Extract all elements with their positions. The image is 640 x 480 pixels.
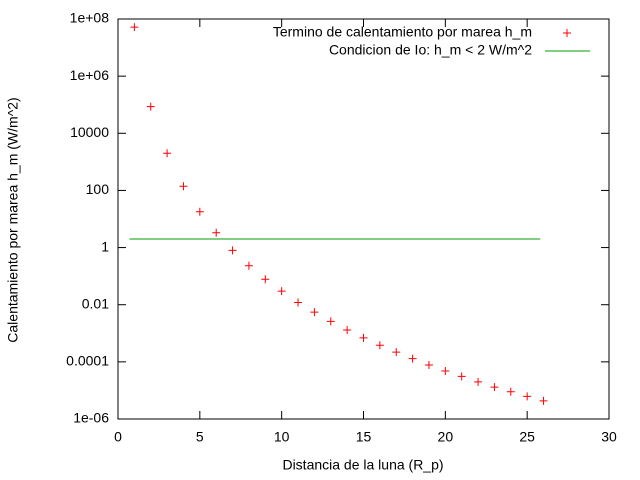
point [277, 287, 286, 296]
y-tick-label: 1 [101, 238, 109, 254]
point [163, 149, 172, 158]
point [261, 275, 270, 284]
point [146, 102, 155, 111]
y-axis-label: Calentamiento por marea h_m (W/m^2) [5, 97, 21, 342]
legend-label: Condicion de Io: h_m < 2 W/m^2 [329, 42, 532, 58]
x-axis-label: Distancia de la luna (R_p) [282, 457, 443, 473]
point [375, 341, 384, 350]
x-tick-label: 25 [519, 429, 535, 445]
y-tick-label: 100 [86, 181, 110, 197]
point [343, 326, 352, 335]
x-tick-label: 10 [274, 429, 290, 445]
point [506, 387, 515, 396]
point [130, 23, 139, 32]
point [310, 308, 319, 317]
x-tick-label: 5 [196, 429, 204, 445]
point [244, 261, 253, 270]
x-tick-label: 15 [356, 429, 372, 445]
y-tick-label: 1e+06 [70, 67, 110, 83]
point [474, 377, 483, 386]
y-tick-label: 1e-06 [73, 410, 109, 426]
y-tick-label: 10000 [70, 124, 109, 140]
point [490, 383, 499, 392]
x-tick-label: 20 [438, 429, 454, 445]
point [441, 366, 450, 375]
point [392, 348, 401, 357]
point [228, 246, 237, 255]
point [359, 333, 368, 342]
legend-label: Termino de calentamiento por marea h_m [273, 24, 532, 40]
y-tick-label: 0.01 [82, 295, 109, 311]
plot-frame [117, 18, 610, 420]
point [424, 360, 433, 369]
y-tick-label: 0.0001 [66, 353, 109, 369]
x-tick-label: 30 [601, 429, 617, 445]
point [195, 207, 204, 216]
point [408, 354, 417, 363]
point [457, 372, 466, 381]
point [212, 228, 221, 237]
x-tick-label: 0 [114, 429, 122, 445]
point [539, 396, 548, 405]
legend-symbol [563, 29, 571, 37]
point [523, 392, 532, 401]
point [179, 182, 188, 191]
point [294, 298, 303, 307]
y-tick-label: 1e+08 [70, 10, 110, 26]
point [326, 317, 335, 326]
